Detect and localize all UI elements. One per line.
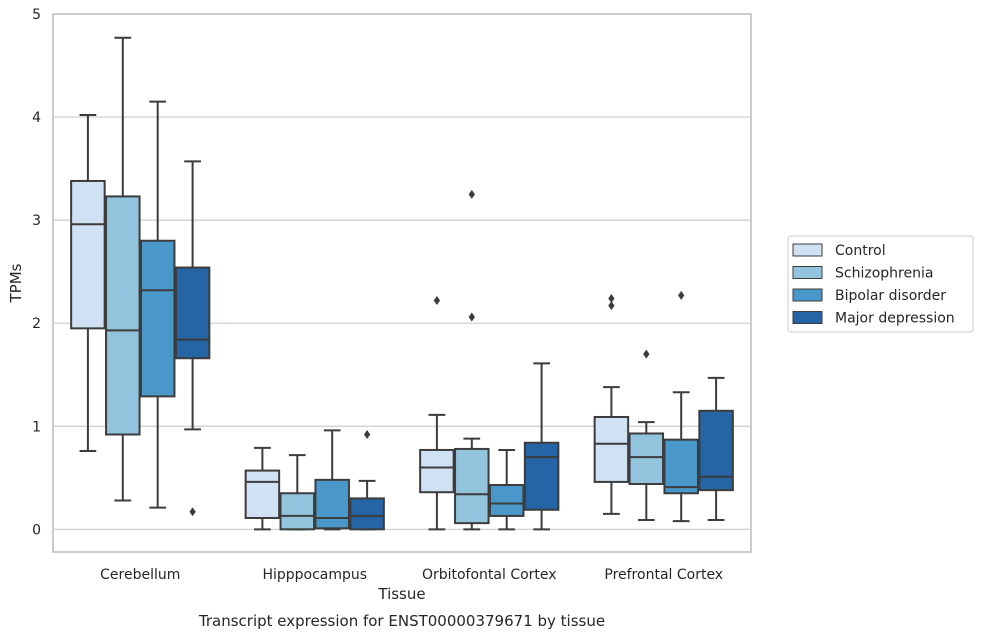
y-tick-label: 4	[32, 110, 41, 126]
series-bipolar-disorder	[139, 100, 699, 531]
legend-swatch	[792, 243, 823, 257]
box	[314, 429, 350, 531]
y-tick-label: 1	[32, 419, 41, 435]
outlier-point	[643, 349, 650, 359]
box	[488, 448, 525, 531]
box	[419, 296, 455, 531]
box	[698, 376, 734, 522]
box-body	[314, 478, 350, 530]
box	[279, 454, 316, 531]
box-series	[70, 36, 734, 531]
series-major-depression	[174, 160, 734, 531]
box	[174, 160, 211, 517]
legend-label: Control	[835, 243, 886, 259]
outlier-point	[468, 312, 475, 322]
chart-caption: Transcript expression for ENST0000037967…	[198, 612, 605, 630]
outlier-point	[363, 430, 371, 440]
box-body	[279, 492, 316, 531]
box-body	[70, 179, 106, 330]
box-body	[349, 497, 385, 531]
box-body	[698, 409, 734, 492]
legend-item: Schizophrenia	[792, 266, 933, 282]
outlier-point	[468, 189, 475, 199]
box-body	[628, 432, 665, 485]
legend-item: Major depression	[792, 311, 955, 327]
legend-label: Major depression	[835, 311, 955, 327]
outlier-point	[189, 507, 196, 517]
x-tick-labels: Cerebellum Hipppocampus Orbitofontal Corte…	[100, 567, 723, 583]
x-tick-label: Cerebellum	[100, 567, 180, 583]
series-control	[70, 114, 630, 531]
x-tick-label: Orbitofontal Cortex	[422, 567, 557, 583]
box-body	[523, 441, 560, 511]
plot-frame	[52, 13, 752, 553]
box-body	[663, 438, 699, 495]
box	[663, 290, 699, 523]
legend: Control Schizophrenia Bipolar disorder Majo…	[787, 235, 974, 333]
box	[70, 114, 106, 452]
legend-item: Control	[792, 243, 886, 259]
y-tick-label: 2	[32, 316, 41, 332]
y-tick-label: 0	[32, 522, 41, 538]
legend-swatch	[792, 288, 823, 302]
box	[244, 446, 281, 531]
box-body	[244, 469, 281, 519]
y-tick-label: 3	[32, 213, 41, 229]
box	[454, 189, 490, 531]
legend-label: Bipolar disorder	[835, 288, 946, 304]
x-tick-label: Hipppocampus	[262, 567, 367, 583]
outlier-point	[433, 296, 441, 306]
x-axis-title: Tissue	[377, 585, 425, 603]
box	[139, 100, 176, 509]
series-schizophrenia	[105, 36, 665, 531]
box	[628, 349, 665, 522]
box	[523, 362, 560, 531]
box-body	[593, 415, 630, 483]
box-body	[419, 448, 455, 494]
legend-swatch	[792, 266, 823, 279]
box-body	[105, 195, 141, 436]
outlier-point	[678, 290, 685, 300]
outlier-point	[608, 301, 615, 311]
box	[105, 36, 141, 502]
legend-item: Bipolar disorder	[792, 288, 946, 304]
box-body	[139, 239, 176, 398]
box	[593, 293, 630, 515]
box-body	[454, 447, 490, 525]
outlier-point	[608, 293, 615, 303]
x-tick-label: Prefrontal Cortex	[604, 567, 723, 583]
box-body	[174, 266, 211, 360]
legend-label: Schizophrenia	[835, 266, 933, 282]
box	[349, 430, 385, 531]
y-tick-label: 5	[32, 7, 41, 23]
y-axis-title: TPMs	[7, 263, 25, 303]
legend-swatch	[792, 311, 823, 324]
y-tick-labels: 0 1 2 3 4 5	[32, 7, 41, 538]
legend-frame	[787, 235, 974, 333]
box-body	[488, 484, 525, 517]
